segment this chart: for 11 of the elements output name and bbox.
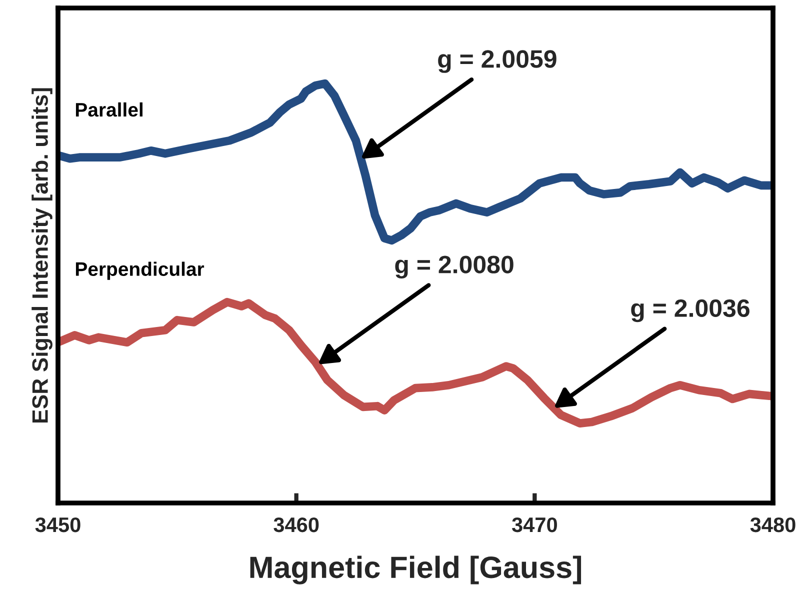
series-label: Parallel: [76, 102, 142, 117]
x-axis-title: Magnetic Field [Gauss]: [250, 556, 582, 584]
annotation: g = 2.0080: [395, 256, 514, 278]
y-axis-title: ESR Signal Intensity [arb. units]: [32, 88, 52, 423]
x-tick-label: 3450: [35, 517, 80, 532]
x-tick-label: 3470: [512, 517, 557, 532]
series-label: Perpendicular: [76, 262, 204, 280]
annotation: g = 2.0036: [631, 299, 750, 322]
x-tick-label: 3480: [750, 517, 796, 532]
annotation: g = 2.0059: [438, 50, 556, 73]
x-tick-label: 3460: [274, 517, 319, 532]
